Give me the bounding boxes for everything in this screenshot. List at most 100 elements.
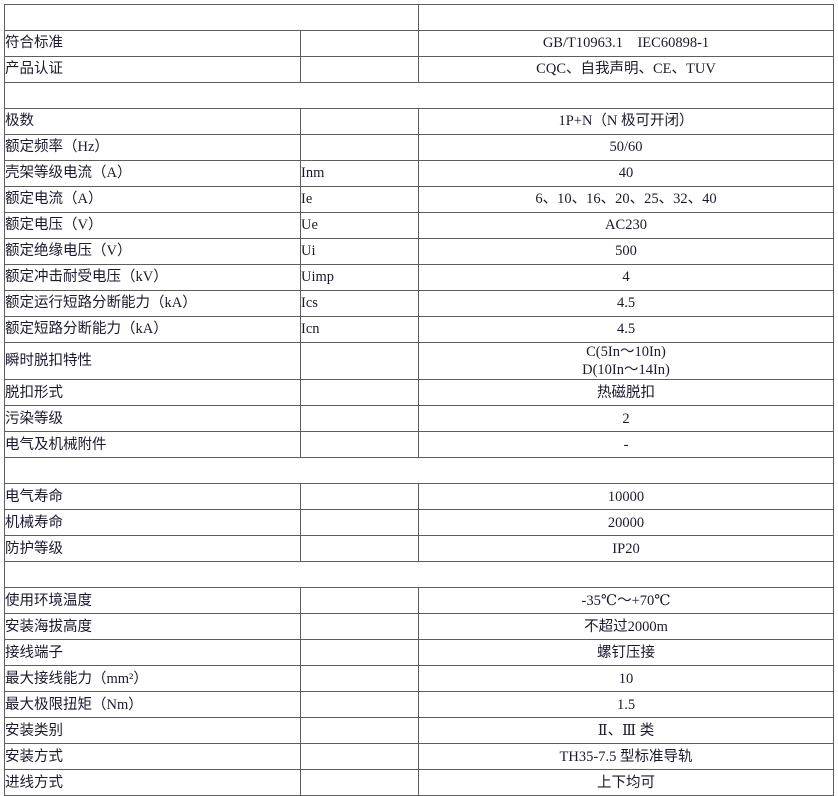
row-symbol-label <box>300 769 419 796</box>
row-value: 6、10、16、20、25、32、40 <box>418 186 834 213</box>
table-row: 最大接线能力（mm²） 10 <box>4 665 834 693</box>
row-symbol-label: Ics <box>300 290 419 317</box>
row-symbol-label <box>300 134 419 161</box>
row-symbol-label <box>300 108 419 135</box>
row-symbol-label <box>300 613 419 641</box>
row-value: 上下均可 <box>418 769 834 796</box>
row-name-label: 电气及机械附件 <box>4 431 301 459</box>
row-value: 10 <box>418 665 834 693</box>
header-model-value: TGB1N-40 <box>418 4 834 31</box>
table-row: 额定电流（A） Ie 6、10、16、20、25、32、40 <box>4 186 834 213</box>
row-name-label: 极数 <box>4 108 301 135</box>
section-title: 正常工作条件及安装特性 <box>4 561 834 589</box>
table-row: 机械寿命 20000 <box>4 509 834 537</box>
row-symbol-label: Icn <box>300 316 419 343</box>
row-name-label: 额定短路分断能力（kA） <box>4 316 301 343</box>
row-name-label: 壳架等级电流（A） <box>4 160 301 187</box>
row-name-label: 瞬时脱扣特性 <box>4 341 301 381</box>
row-symbol-label <box>300 717 419 745</box>
table-row: 安装海拔高度 不超过2000m <box>4 613 834 641</box>
row-name-label: 额定电压（V） <box>4 212 301 239</box>
row-value: 1P+N（N 极可开闭） <box>418 108 834 135</box>
row-value: CQC、自我声明、CE、TUV <box>418 56 834 83</box>
row-name-label: 机械寿命 <box>4 509 301 537</box>
row-symbol-label <box>300 691 419 719</box>
row-value: 50/60 <box>418 134 834 161</box>
table-row: 瞬时脱扣特性 C(5In～10In) D(10In～14In) <box>4 341 834 381</box>
row-symbol-label <box>300 665 419 693</box>
row-value: 1.5 <box>418 691 834 719</box>
row-symbol-label <box>300 431 419 459</box>
section-header-row: 电气特性 <box>4 82 834 109</box>
table-row: 进线方式 上下均可 <box>4 769 834 796</box>
table-row: 脱扣形式 热磁脱扣 <box>4 379 834 407</box>
row-value: 不超过2000m <box>418 613 834 641</box>
table-row: 污染等级 2 <box>4 405 834 433</box>
row-name-label: 防护等级 <box>4 535 301 563</box>
table-row: 接线端子 螺钉压接 <box>4 639 834 667</box>
table-row: 符合标准 GB/T10963.1 IEC60898-1 <box>4 30 834 57</box>
table-row: 额定运行短路分断能力（kA） Ics 4.5 <box>4 290 834 317</box>
table-row: 额定冲击耐受电压（kV） Uimp 4 <box>4 264 834 291</box>
table-header-row: 产品名称 TGB1N-40 <box>4 4 834 31</box>
row-symbol-label: Uimp <box>300 264 419 291</box>
row-value-line-1: C(5In～10In) <box>586 344 666 360</box>
row-symbol-label <box>300 341 419 381</box>
row-symbol-label <box>300 535 419 563</box>
table-row: 额定绝缘电压（V） Ui 500 <box>4 238 834 265</box>
row-name-label: 最大极限扭矩（Nm） <box>4 691 301 719</box>
row-value: 2 <box>418 405 834 433</box>
row-symbol-label: Inm <box>300 160 419 187</box>
row-value-line-2: D(10In～14In) <box>582 362 670 379</box>
table-row: 安装方式 TH35-7.5 型标准导轨 <box>4 743 834 771</box>
section-header-row: 机械特性 <box>4 457 834 485</box>
row-value: 4.5 <box>418 290 834 317</box>
row-symbol-label <box>300 509 419 537</box>
table-row: 电气及机械附件 - <box>4 431 834 459</box>
table-row: 安装类别 Ⅱ、Ⅲ 类 <box>4 717 834 745</box>
table-row: 极数 1P+N（N 极可开闭） <box>4 108 834 135</box>
row-symbol-label: Ui <box>300 238 419 265</box>
row-symbol-label: Ue <box>300 212 419 239</box>
row-symbol-label <box>300 639 419 667</box>
row-value: AC230 <box>418 212 834 239</box>
row-symbol-label <box>300 587 419 615</box>
table-row: 产品认证 CQC、自我声明、CE、TUV <box>4 56 834 83</box>
row-value: - <box>418 431 834 459</box>
table-row: 最大极限扭矩（Nm） 1.5 <box>4 691 834 719</box>
table-row: 额定频率（Hz） 50/60 <box>4 134 834 161</box>
row-symbol-label <box>300 405 419 433</box>
row-name-label: 污染等级 <box>4 405 301 433</box>
row-name-label: 脱扣形式 <box>4 379 301 407</box>
row-value: 500 <box>418 238 834 265</box>
row-name-label: 使用环境温度 <box>4 587 301 615</box>
table-row: 使用环境温度 -35℃～+70℃ <box>4 587 834 615</box>
row-value: GB/T10963.1 IEC60898-1 <box>418 30 834 57</box>
table-body: 产品名称 TGB1N-40 符合标准 GB/T10963.1 IEC60898-1 产品… <box>4 4 834 796</box>
row-value: 10000 <box>418 483 834 511</box>
table-row: 壳架等级电流（A） Inm 40 <box>4 160 834 187</box>
header-name-label: 产品名称 <box>4 4 419 31</box>
row-name-label: 最大接线能力（mm²） <box>4 665 301 693</box>
row-value: 4 <box>418 264 834 291</box>
row-value: Ⅱ、Ⅲ 类 <box>418 717 834 745</box>
table-row: 防护等级 IP20 <box>4 535 834 563</box>
table-row: 额定短路分断能力（kA） Icn 4.5 <box>4 316 834 343</box>
row-name-label: 安装类别 <box>4 717 301 745</box>
row-value: TH35-7.5 型标准导轨 <box>418 743 834 771</box>
product-specification-table: 产品名称 TGB1N-40 符合标准 GB/T10963.1 IEC60898-1 产品… <box>4 4 834 796</box>
row-name-label: 额定运行短路分断能力（kA） <box>4 290 301 317</box>
row-symbol-label: Ie <box>300 186 419 213</box>
row-value: 4.5 <box>418 316 834 343</box>
row-value: -35℃～+70℃ <box>418 587 834 615</box>
row-value: 螺钉压接 <box>418 639 834 667</box>
row-value: IP20 <box>418 535 834 563</box>
row-value: 热磁脱扣 <box>418 379 834 407</box>
row-value: C(5In～10In) D(10In～14In) <box>418 341 834 381</box>
row-name-label: 安装海拔高度 <box>4 613 301 641</box>
row-name-label: 进线方式 <box>4 769 301 796</box>
row-name-label: 额定频率（Hz） <box>4 134 301 161</box>
section-title: 机械特性 <box>4 457 834 485</box>
section-title: 电气特性 <box>4 82 834 109</box>
row-name-label: 额定冲击耐受电压（kV） <box>4 264 301 291</box>
